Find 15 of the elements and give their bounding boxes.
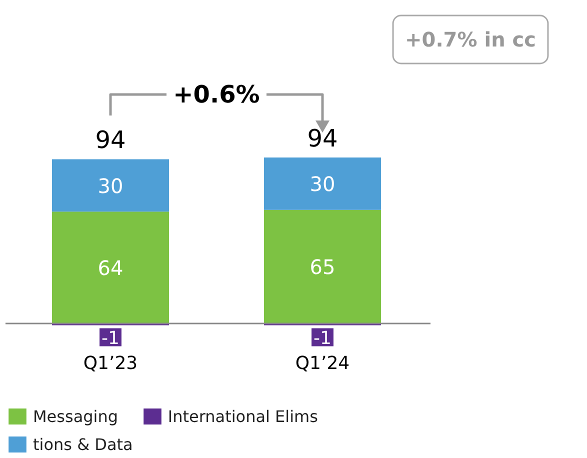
- text: +0.7% in cc: [405, 28, 536, 52]
- total-label: 94: [307, 124, 338, 152]
- legend-label: International Elims: [168, 406, 318, 426]
- data-label: 64: [98, 256, 124, 280]
- x-tick-label: Q1’23: [83, 353, 138, 374]
- text: +0.6%: [173, 80, 260, 108]
- total-label: 94: [95, 126, 126, 154]
- x-tick-label: Q1’24: [295, 353, 350, 374]
- data-label: 65: [310, 255, 336, 280]
- data-label: -1: [314, 328, 332, 350]
- legend-label: tions & Data: [33, 434, 133, 454]
- data-label: 30: [310, 172, 336, 196]
- data-label: 30: [98, 174, 124, 198]
- data-label: -1: [102, 328, 120, 350]
- legend-label: Messaging: [33, 406, 118, 426]
